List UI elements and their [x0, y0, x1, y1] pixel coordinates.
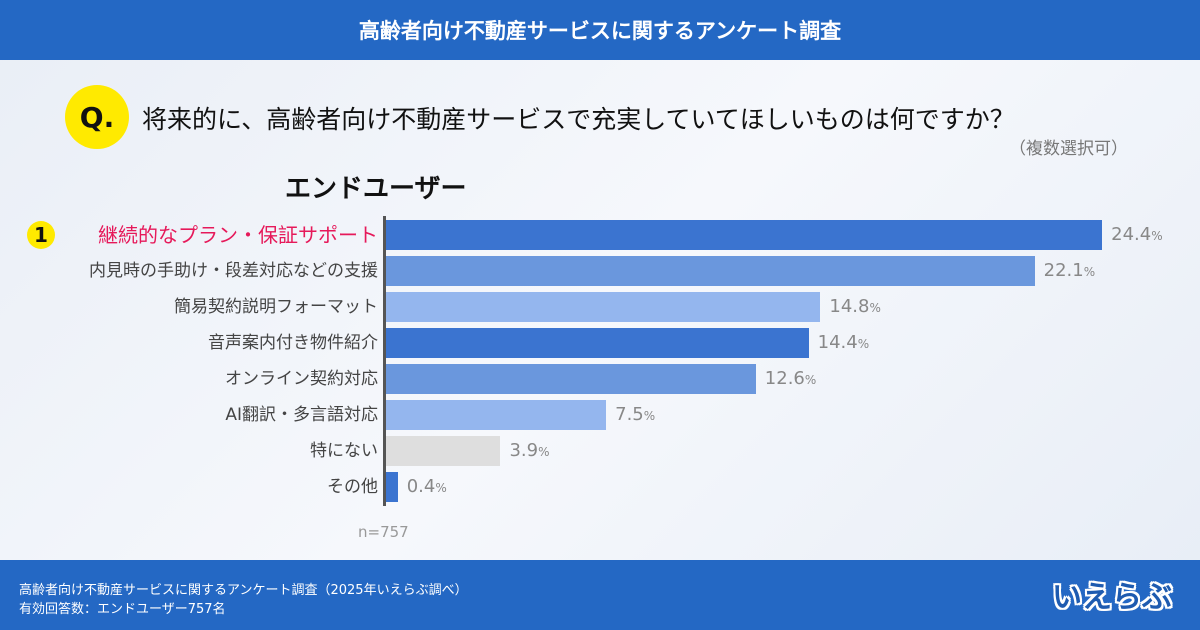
category-label: AI翻訳・多言語対応	[225, 405, 378, 425]
value-label: 7.5%	[615, 400, 655, 430]
category-label: 継続的なプラン・保証サポート	[98, 223, 378, 247]
value-unit: %	[869, 301, 881, 315]
bar-row: その他 0.4%	[0, 472, 1200, 502]
value-unit: %	[435, 481, 447, 495]
category-label: 音声案内付き物件紹介	[208, 333, 378, 353]
bar-row: オンライン契約対応 12.6%	[0, 364, 1200, 394]
bar-row: 特にない 3.9%	[0, 436, 1200, 466]
bar	[386, 436, 501, 466]
bar	[386, 220, 1103, 250]
value-label: 14.4%	[818, 328, 869, 358]
value-unit: %	[538, 445, 550, 459]
question-badge: Q.	[65, 85, 129, 149]
header-title: 高齢者向け不動産サービスに関するアンケート調査	[0, 0, 1200, 60]
footer-source: 高齢者向け不動産サービスに関するアンケート調査（2025年いえらぶ調べ）	[19, 583, 468, 598]
axis-line	[383, 216, 386, 506]
value-label: 12.6%	[765, 364, 816, 394]
value-number: 22.1	[1043, 260, 1084, 281]
value-label: 22.1%	[1044, 256, 1095, 286]
category-label: その他	[327, 477, 378, 497]
value-unit: %	[643, 409, 656, 423]
category-label: オンライン契約対応	[225, 369, 378, 389]
value-number: 24.4	[1111, 224, 1152, 245]
segment-title: エンドユーザー	[285, 174, 467, 204]
value-number: 3.9	[509, 440, 539, 461]
bar-row: 1 継続的なプラン・保証サポート 24.4%	[0, 220, 1200, 250]
bar	[386, 292, 821, 322]
value-unit: %	[804, 373, 817, 387]
footer: 高齢者向け不動産サービスに関するアンケート調査（2025年いえらぶ調べ） 有効回…	[0, 560, 1200, 630]
multiple-choice-note: （複数選択可）	[1009, 139, 1128, 159]
bar	[386, 328, 809, 358]
question-text: 将来的に、高齢者向け不動産サービスで充実していてほしいものは何ですか？	[142, 105, 1015, 134]
bar-row: AI翻訳・多言語対応 7.5%	[0, 400, 1200, 430]
value-label: 14.8%	[829, 292, 880, 322]
category-label: 特にない	[310, 441, 378, 461]
value-number: 12.6	[764, 368, 805, 389]
bar	[386, 364, 756, 394]
rank-badge: 1	[27, 221, 55, 249]
value-number: 14.4	[817, 332, 858, 353]
category-label: 内見時の手助け・段差対応などの支援	[89, 261, 378, 281]
bar-row: 内見時の手助け・段差対応などの支援 22.1%	[0, 256, 1200, 286]
ierabu-logo: いえらぶ	[1052, 580, 1172, 615]
category-label: 簡易契約説明フォーマット	[174, 297, 378, 317]
bar	[386, 256, 1035, 286]
value-unit: %	[857, 337, 870, 351]
footer-respondents: 有効回答数：エンドユーザー757名	[19, 602, 226, 617]
value-number: 14.8	[829, 296, 870, 317]
value-number: 7.5	[615, 404, 644, 425]
value-label: 3.9%	[509, 436, 549, 466]
value-unit: %	[1151, 229, 1163, 243]
sample-size: n=757	[358, 523, 409, 541]
bar	[386, 472, 398, 502]
bar	[386, 400, 607, 430]
bar-row: 音声案内付き物件紹介 14.4%	[0, 328, 1200, 358]
bar-row: 簡易契約説明フォーマット 14.8%	[0, 292, 1200, 322]
value-number: 0.4	[406, 476, 436, 497]
value-label: 0.4%	[407, 472, 447, 502]
value-unit: %	[1083, 265, 1096, 279]
value-label: 24.4%	[1111, 220, 1162, 250]
